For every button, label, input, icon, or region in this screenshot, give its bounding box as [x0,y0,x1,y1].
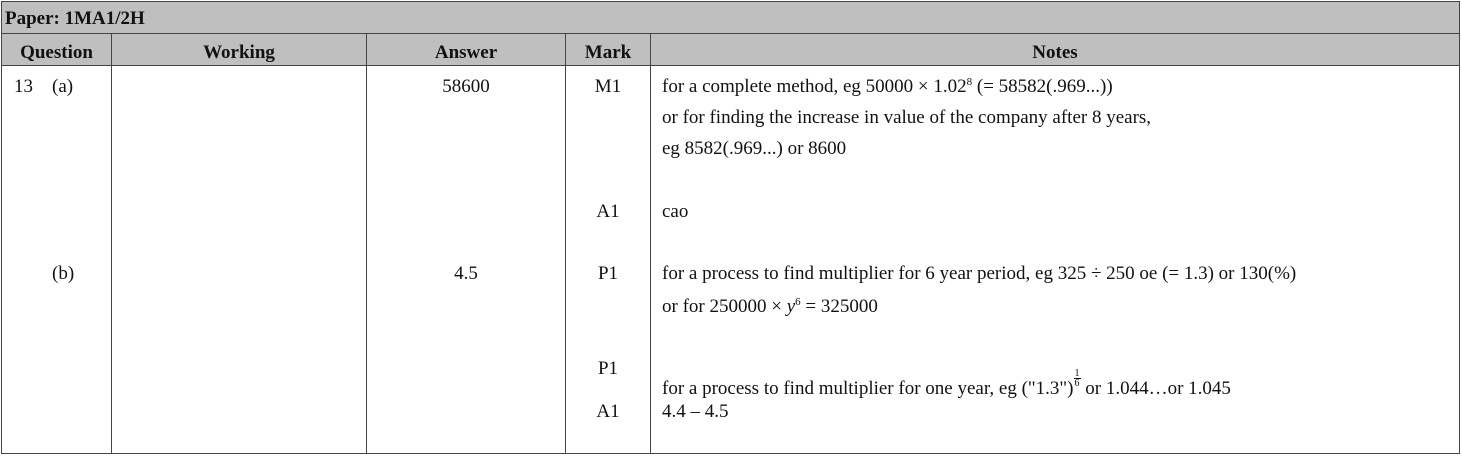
question-number: 13 [14,76,33,97]
header-mark: Mark [584,42,632,63]
header-answer: Answer [434,42,498,63]
column-divider [366,34,367,453]
part-label-b: (b) [52,263,75,284]
note-a-1-line-1: for a complete method, eg 50000 × 1.028 … [662,76,1113,97]
paper-title-bar: Paper: 1MA1/2H [2,2,1459,34]
note-a-2: cao [662,201,689,222]
mark-b-3: A1 [596,401,620,422]
header-question: Question [20,42,93,63]
note-b-3: 4.4 – 4.5 [662,401,729,422]
header-notes: Notes [1032,42,1078,63]
column-header-row: Question Working Answer Mark Notes [2,34,1459,66]
column-divider [111,34,112,453]
note-b-1-line-1: for a process to find multiplier for 6 y… [662,263,1297,284]
mark-a-2: A1 [596,201,620,222]
part-label-a: (a) [52,76,74,97]
column-divider [565,34,566,453]
header-working: Working [203,42,275,63]
note-a-1-line-3: eg 8582(.969...) or 8600 [662,138,847,159]
column-divider [650,34,651,453]
mark-b-2: P1 [597,358,619,379]
note-b-2: for a process to find multiplier for one… [662,368,1231,400]
answer-a: 58600 [442,76,490,97]
mark-a-1: M1 [594,76,622,97]
note-a-1-line-2: or for finding the increase in value of … [662,107,1152,128]
mark-b-1: P1 [597,263,619,284]
note-b-1-line-2: or for 250000 × y6 = 325000 [662,296,878,317]
answer-b: 4.5 [454,263,478,284]
paper-title: Paper: 1MA1/2H [5,8,145,29]
